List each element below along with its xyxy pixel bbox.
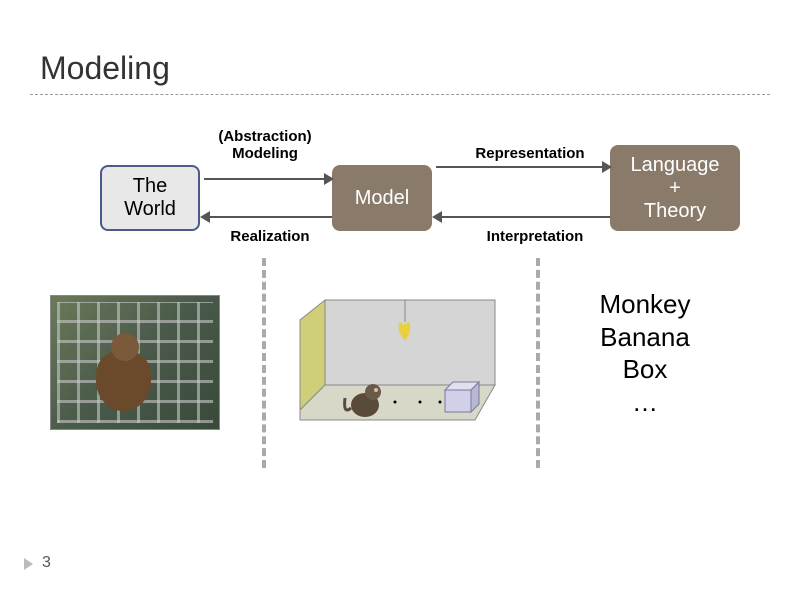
label-interpretation: Interpretation [470, 228, 600, 245]
entity-item: … [570, 386, 720, 419]
photo-monkey-cage [50, 295, 220, 430]
node-model: Model [332, 165, 432, 231]
label-realization: Realization [215, 228, 325, 245]
photo-monkey-shape [96, 351, 151, 411]
entity-item: Banana [570, 321, 720, 354]
node-language: Language + Theory [610, 145, 740, 231]
illustration-room [295, 290, 505, 440]
slide-title: Modeling [40, 50, 170, 87]
node-model-text: Model [355, 187, 409, 210]
label-abstraction: (Abstraction) Modeling [205, 128, 325, 162]
entity-list: Monkey Banana Box … [570, 288, 720, 418]
arrow-realization-line [210, 216, 332, 218]
arrow-representation-line [436, 166, 604, 168]
arrow-interpretation-head [432, 211, 442, 223]
title-underline [30, 94, 770, 95]
entity-item: Box [570, 353, 720, 386]
arrow-realization-head [200, 211, 210, 223]
node-world-text: The World [124, 175, 176, 221]
arrow-abstraction-head [324, 173, 334, 185]
page-marker-icon [24, 558, 33, 570]
divider-right [536, 258, 540, 468]
arrow-abstraction-line [204, 178, 326, 180]
arrow-interpretation-line [442, 216, 610, 218]
node-language-text: Language + Theory [631, 154, 720, 223]
arrow-representation-head [602, 161, 612, 173]
page-number: 3 [42, 554, 51, 572]
room-svg [295, 290, 505, 440]
entity-item: Monkey [570, 288, 720, 321]
label-representation: Representation [455, 145, 605, 162]
divider-left [262, 258, 266, 468]
node-world: The World [100, 165, 200, 231]
